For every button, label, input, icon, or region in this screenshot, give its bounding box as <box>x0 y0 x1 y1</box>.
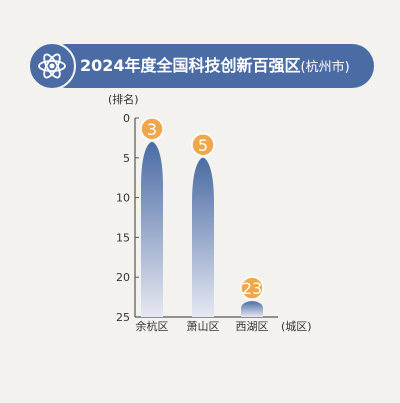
rank-badge <box>240 276 264 300</box>
y-tick-label: 0 <box>123 112 130 125</box>
chart-title-subtitle: (杭州市) <box>300 60 350 75</box>
data-label: 5 <box>198 136 208 155</box>
y-tick-label: 20 <box>116 271 130 284</box>
data-label: 23 <box>242 279 262 298</box>
title-banner-bar <box>44 44 374 88</box>
atom-icon <box>38 53 66 79</box>
rank-badge <box>140 117 164 141</box>
x-tick-label: 萧山区 <box>187 320 220 333</box>
chart-title-main: 2024年度全国科技创新百强区 <box>80 56 301 75</box>
title-banner-icon-circle <box>28 42 76 90</box>
y-tick-label: 25 <box>116 311 130 324</box>
x-tick-label: 余杭区 <box>136 319 169 333</box>
y-tick-label: 10 <box>116 192 130 205</box>
rank-badge <box>191 133 215 157</box>
y-tick-label: 15 <box>116 231 130 244</box>
x-axis-title: (城区) <box>281 320 312 333</box>
data-label: 3 <box>147 120 157 139</box>
chart-title: 2024年度全国科技创新百强区(杭州市) <box>80 44 350 88</box>
title-banner: 2024年度全国科技创新百强区(杭州市) <box>28 42 374 90</box>
bar <box>241 301 263 317</box>
x-tick-label: 西湖区 <box>236 320 269 333</box>
y-axis-title: (排名) <box>108 92 139 106</box>
bar <box>141 141 163 317</box>
y-tick-label: 5 <box>123 152 130 165</box>
bar <box>192 157 214 317</box>
